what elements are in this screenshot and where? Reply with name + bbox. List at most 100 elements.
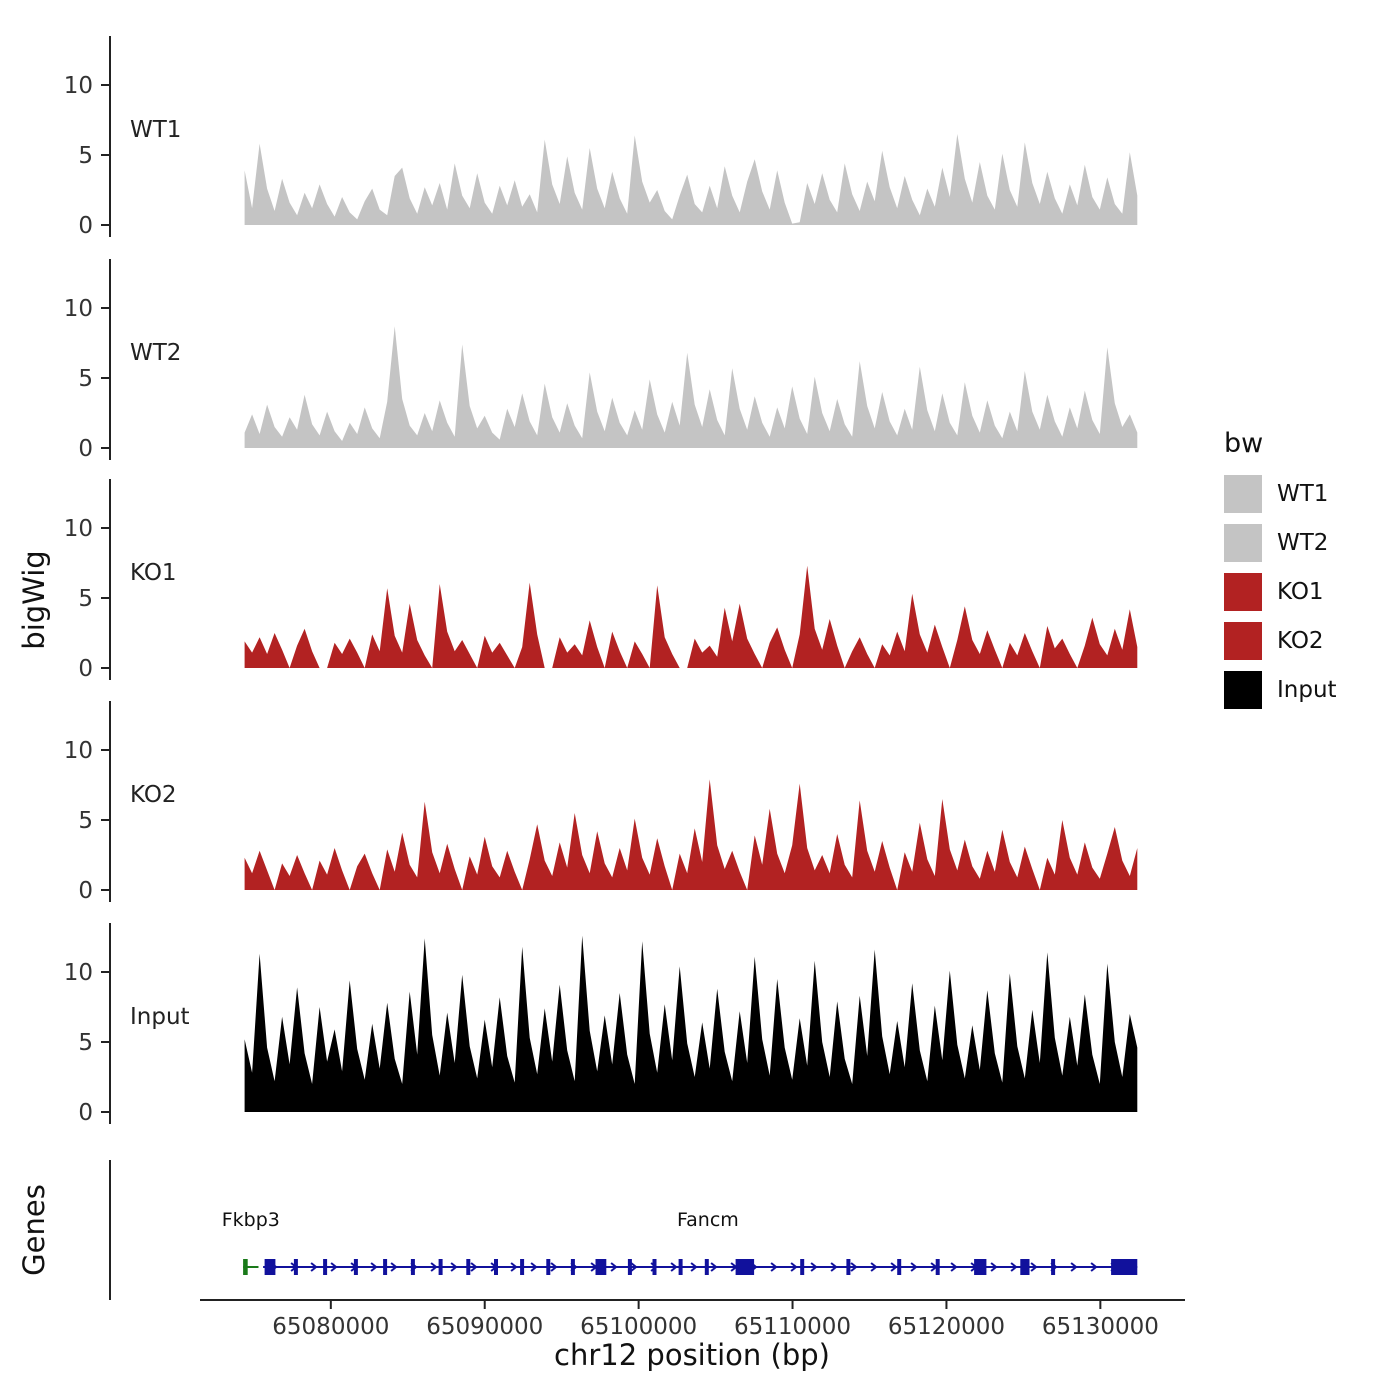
legend-swatch-KO1: [1224, 573, 1262, 611]
gene-strand-arrow-icon: [1090, 1262, 1098, 1272]
gene-strand-arrow-icon: [470, 1262, 478, 1272]
gene-strand-arrow-icon: [550, 1262, 558, 1272]
gene-exon-Fancm: [383, 1259, 388, 1275]
legend-swatch-WT2: [1224, 524, 1262, 562]
y-tick-label: 5: [78, 586, 93, 612]
gene-exon-Fancm: [1051, 1259, 1056, 1275]
y-tick-label: 0: [78, 878, 93, 904]
gene-exon-Fancm: [353, 1259, 358, 1275]
track-label-WT2: WT2: [130, 340, 181, 366]
legend: bw WT1 WT2 KO1 KO2 Input: [1224, 428, 1337, 720]
gene-strand-arrow-icon: [810, 1262, 818, 1272]
y-tick-label: 10: [64, 296, 93, 322]
legend-item-WT2: WT2: [1224, 524, 1337, 562]
y-axis-title: bigWig: [17, 550, 51, 649]
gene-exon-Fancm: [678, 1259, 683, 1275]
x-tick-label: 65080000: [272, 1314, 389, 1340]
gene-strand-arrow-icon: [890, 1262, 898, 1272]
gene-strand-arrow-icon: [510, 1262, 518, 1272]
y-tick-label: 0: [78, 436, 93, 462]
gene-exon-Fancm: [735, 1259, 755, 1275]
gene-exon-Fancm: [264, 1259, 276, 1275]
x-tick-label: 65130000: [1042, 1314, 1159, 1340]
gene-exon-Fancm: [293, 1259, 298, 1275]
y-tick-label: 5: [78, 808, 93, 834]
gene-label-Fancm: Fancm: [677, 1209, 739, 1231]
y-tick-label: 5: [78, 143, 93, 169]
legend-swatch-KO2: [1224, 622, 1262, 660]
gene-exon-Fancm: [846, 1259, 851, 1275]
gene-strand-arrow-icon: [710, 1262, 718, 1272]
gene-strand-arrow-icon: [690, 1262, 698, 1272]
y-tick-label: 5: [78, 366, 93, 392]
x-tick-label: 65100000: [580, 1314, 697, 1340]
legend-item-WT1: WT1: [1224, 475, 1337, 513]
gene-strand-arrow-icon: [630, 1262, 638, 1272]
y-tick-label: 10: [64, 73, 93, 99]
y-tick-label: 10: [64, 738, 93, 764]
gene-exon-Fancm: [570, 1259, 575, 1275]
gene-exon-Fkbp3: [243, 1259, 248, 1275]
gene-strand-arrow-icon: [670, 1262, 678, 1272]
y-tick-label: 10: [64, 516, 93, 542]
gene-exon-Fancm: [897, 1259, 902, 1275]
x-tick-label: 65120000: [888, 1314, 1005, 1340]
y-tick-label: 10: [64, 960, 93, 986]
track-label-WT1: WT1: [130, 117, 181, 143]
gene-exon-Fancm: [704, 1259, 709, 1275]
legend-label: WT2: [1277, 530, 1329, 556]
gene-strand-arrow-icon: [830, 1262, 838, 1272]
legend-title: bw: [1224, 428, 1264, 459]
x-tick-label: 65110000: [734, 1314, 851, 1340]
y-tick-label: 0: [78, 213, 93, 239]
gene-strand-arrow-icon: [310, 1262, 318, 1272]
legend-label: WT1: [1277, 481, 1329, 507]
track-area-KO2: [244, 779, 1138, 890]
track-area-WT1: [244, 134, 1138, 225]
gene-strand-arrow-icon: [450, 1262, 458, 1272]
x-axis-title: chr12 position (bp): [554, 1338, 830, 1372]
gene-exon-Fancm: [1020, 1259, 1030, 1275]
legend-item-KO2: KO2: [1224, 622, 1337, 660]
legend-label: KO1: [1277, 579, 1324, 605]
gene-exon-Fancm: [438, 1259, 443, 1275]
track-label-Input: Input: [130, 1004, 190, 1030]
gene-exon-Fancm: [410, 1259, 415, 1275]
track-area-KO1: [244, 565, 1138, 668]
legend-label: Input: [1277, 677, 1337, 703]
track-label-KO1: KO1: [130, 560, 177, 586]
track-area-WT2: [244, 326, 1138, 448]
gene-strand-arrow-icon: [530, 1262, 538, 1272]
gene-strand-arrow-icon: [790, 1262, 798, 1272]
genes-axis-title: Genes: [17, 1184, 51, 1276]
gene-exon-Fancm: [466, 1259, 471, 1275]
gene-strand-arrow-icon: [390, 1262, 398, 1272]
track-label-KO2: KO2: [130, 782, 177, 808]
legend-swatch-Input: [1224, 671, 1262, 709]
gene-strand-arrow-icon: [610, 1262, 618, 1272]
y-tick-label: 0: [78, 1100, 93, 1126]
gene-exon-Fancm: [652, 1259, 657, 1275]
gene-exon-Fancm: [546, 1259, 551, 1275]
gene-exon-Fancm: [520, 1259, 525, 1275]
gene-strand-arrow-icon: [330, 1262, 338, 1272]
track-area-Input: [244, 935, 1138, 1112]
gene-strand-arrow-icon: [950, 1262, 958, 1272]
legend-items: WT1 WT2 KO1 KO2 Input: [1224, 475, 1337, 709]
gene-strand-arrow-icon: [990, 1262, 998, 1272]
legend-item-KO1: KO1: [1224, 573, 1337, 611]
gene-strand-arrow-icon: [1070, 1262, 1078, 1272]
gene-exon-Fancm: [974, 1259, 987, 1275]
y-tick-label: 5: [78, 1030, 93, 1056]
gene-strand-arrow-icon: [1010, 1262, 1018, 1272]
legend-item-Input: Input: [1224, 671, 1337, 709]
gene-exon-Fancm: [323, 1259, 328, 1275]
gene-exon-Fancm: [1111, 1259, 1138, 1275]
gene-exon-Fancm: [800, 1259, 805, 1275]
legend-label: KO2: [1277, 628, 1324, 654]
gene-strand-arrow-icon: [430, 1262, 438, 1272]
gene-strand-arrow-icon: [370, 1262, 378, 1272]
gene-exon-Fancm: [627, 1259, 632, 1275]
